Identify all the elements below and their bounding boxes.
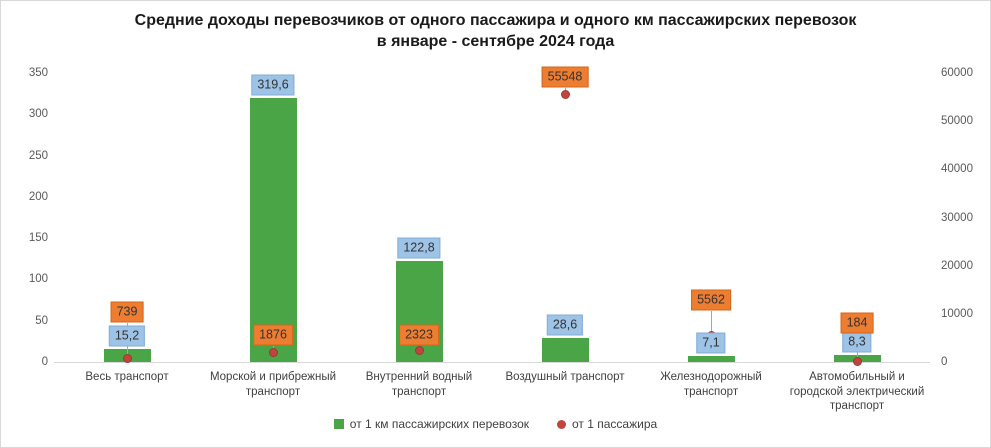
category-label: Воздушный транспорт bbox=[505, 371, 625, 383]
bar bbox=[249, 98, 297, 362]
category-label: Морской и прибрежный транспорт bbox=[209, 371, 337, 398]
point-dot bbox=[268, 348, 278, 358]
bar-value-label: 319,6 bbox=[251, 74, 295, 96]
left-axis-tick: 100 bbox=[28, 273, 48, 286]
right-axis-tick: 50000 bbox=[941, 115, 973, 128]
right-axis-tick: 20000 bbox=[941, 259, 973, 272]
point-value-label: 2323 bbox=[399, 324, 439, 346]
left-axis-tick: 350 bbox=[28, 67, 48, 79]
point-value-label: 739 bbox=[110, 301, 144, 323]
bar-value-label: 8,3 bbox=[842, 331, 872, 353]
left-axis-tick: 50 bbox=[35, 314, 48, 327]
right-axis-tick: 10000 bbox=[941, 307, 973, 320]
legend-label-per-passenger: от 1 пассажира bbox=[572, 417, 658, 431]
point-dot bbox=[560, 89, 570, 99]
point-dot bbox=[852, 356, 862, 366]
chart-title: Средние доходы перевозчиков от одного па… bbox=[1, 10, 990, 52]
left-axis-tick: 0 bbox=[41, 356, 48, 368]
category-label: Весь транспорт bbox=[85, 371, 169, 383]
point-value-label: 55548 bbox=[541, 66, 589, 88]
legend-label-per-km: от 1 км пассажирских перевозок bbox=[349, 417, 530, 431]
point-value-label: 5562 bbox=[691, 289, 731, 311]
chart-title-line1: Средние доходы перевозчиков от одного па… bbox=[134, 12, 857, 29]
bar bbox=[687, 356, 735, 362]
left-axis-tick: 150 bbox=[28, 232, 48, 245]
right-axis-tick: 0 bbox=[941, 356, 948, 368]
legend-item-per-passenger: от 1 пассажира bbox=[557, 417, 657, 431]
right-axis-tick: 30000 bbox=[941, 211, 973, 224]
right-axis-tick: 60000 bbox=[941, 67, 973, 79]
leader-line bbox=[711, 311, 712, 336]
x-axis-line bbox=[54, 362, 930, 363]
right-axis-tick: 40000 bbox=[941, 163, 973, 176]
point-dot bbox=[414, 346, 424, 356]
point-dot bbox=[122, 353, 132, 363]
bar-value-label: 7,1 bbox=[696, 332, 726, 354]
left-axis-tick: 250 bbox=[28, 149, 48, 162]
bar-value-label: 28,6 bbox=[546, 314, 584, 336]
legend-square-icon bbox=[333, 419, 344, 429]
chart-title-line2: в январе - сентябре 2024 года bbox=[376, 33, 615, 50]
bar bbox=[541, 338, 589, 362]
bar-value-label: 122,8 bbox=[397, 237, 441, 259]
point-value-label: 1876 bbox=[253, 324, 293, 346]
legend: от 1 км пассажирских перевозок от 1 пасс… bbox=[1, 417, 990, 431]
bar-value-label: 15,2 bbox=[108, 325, 146, 347]
left-axis-tick: 200 bbox=[28, 190, 48, 203]
left-axis-tick: 300 bbox=[28, 108, 48, 121]
category-label: Железнодорожный транспорт bbox=[660, 371, 762, 398]
category-label: Внутренний водный транспорт bbox=[365, 371, 473, 398]
point-value-label: 184 bbox=[840, 312, 874, 334]
legend-dot-icon bbox=[557, 419, 567, 429]
legend-item-per-km: от 1 км пассажирских перевозок bbox=[333, 417, 530, 431]
category-label: Автомобильный и городской электрический … bbox=[789, 371, 925, 412]
